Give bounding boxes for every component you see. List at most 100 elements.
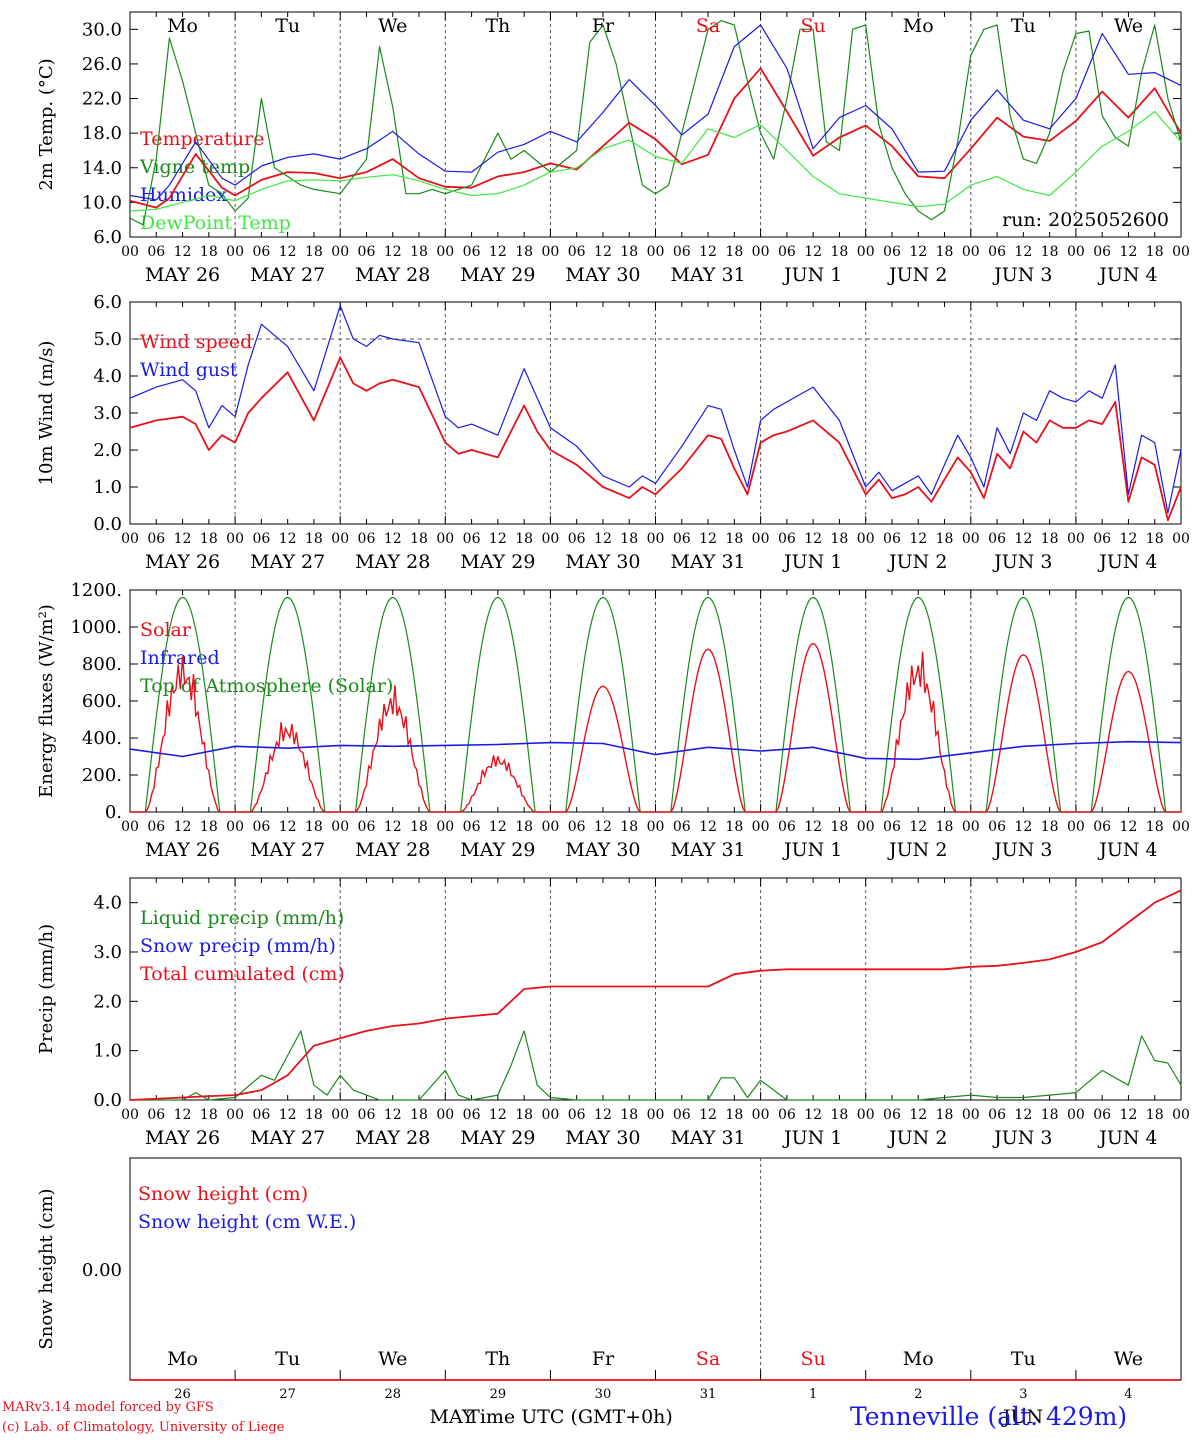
x-hour-label: 18 [305, 1107, 323, 1123]
legend-entry: Wind gust [140, 359, 238, 381]
legend-entry: Snow height (cm W.E.) [138, 1211, 356, 1233]
x-date-label: MAY 26 [145, 839, 220, 861]
x-hour-label: 00 [121, 244, 139, 260]
x-hour-label: 06 [463, 1107, 481, 1123]
legend-entry: Liquid precip (mm/h) [140, 907, 344, 929]
panel-1: 6.0 10.0 14.0 18.0 22.0 26.0 30.0 2m Temp. (°C)… [36, 11, 1190, 286]
x-date-label: MAY 30 [565, 264, 640, 286]
day-name-label: We [1114, 15, 1143, 37]
x-hour-label: 06 [147, 819, 165, 835]
x-hour-label: 06 [147, 244, 165, 260]
x-hour-label: 18 [620, 244, 638, 260]
x-date-label: MAY 30 [565, 1127, 640, 1149]
x-hour-label: 00 [331, 1107, 349, 1123]
panel-5: 0.00 Snow height (cm) Snow height (cm) Snow… [36, 1157, 1182, 1381]
x-hour-label: 06 [1093, 1107, 1111, 1123]
x-hour-label: 18 [936, 1107, 954, 1123]
y-tick-label: 14.0 [82, 158, 122, 179]
x-hour-label: 06 [778, 1107, 796, 1123]
x-hour-label: 12 [489, 1107, 507, 1123]
x-hour-label: 12 [1014, 531, 1032, 547]
legend-entry: DewPoint Temp [140, 212, 291, 234]
x-hour-label: 06 [358, 819, 376, 835]
x-hour-label: 06 [778, 531, 796, 547]
x-hour-label: 18 [410, 1107, 428, 1123]
x-hour-label: 00 [857, 1107, 875, 1123]
solar-line [130, 642, 1181, 813]
y-axis-label: 10m Wind (m/s) [36, 341, 57, 486]
y-axis-label: Precip (mm/h) [36, 924, 57, 1054]
x-hour-label: 18 [936, 244, 954, 260]
series-line [130, 1030, 1182, 1101]
x-date-label: MAY 29 [460, 551, 535, 573]
x-date-label: MAY 27 [250, 264, 325, 286]
x-hour-label: 00 [121, 1107, 139, 1123]
x-hour-label: 00 [1172, 244, 1190, 260]
x-hour-label: 12 [174, 531, 192, 547]
series-line [129, 110, 1182, 212]
x-hour-label: 00 [857, 244, 875, 260]
x-date-label: MAY 29 [460, 839, 535, 861]
x-hour-label: 12 [804, 819, 822, 835]
x-hour-label: 00 [962, 531, 980, 547]
x-date-label: MAY 26 [145, 264, 220, 286]
x-hour-label: 12 [699, 531, 717, 547]
x-hour-label: 00 [541, 1107, 559, 1123]
x-hour-label: 00 [226, 531, 244, 547]
run-label: run: 2025052600 [1002, 209, 1169, 231]
y-tick-label: 1.0 [93, 1041, 122, 1062]
x-hour-label: 06 [568, 819, 586, 835]
x-hour-label: 00 [857, 819, 875, 835]
x-hour-label: 00 [1067, 1107, 1085, 1123]
x-hour-label: 18 [200, 1107, 218, 1123]
legend-entry: Snow precip (mm/h) [140, 935, 336, 957]
x-hour-label: 00 [962, 1107, 980, 1123]
day-name-label: Mo [167, 15, 198, 37]
x-hour-label: 12 [594, 244, 612, 260]
x-hour-label: 06 [883, 531, 901, 547]
x-date-label: JUN 2 [887, 1127, 947, 1149]
x-hour-label: 12 [804, 244, 822, 260]
x-hour-label: 18 [725, 244, 743, 260]
x-hour-label: 00 [752, 1107, 770, 1123]
series-line [129, 20, 1182, 226]
x-date-label: JUN 3 [992, 264, 1052, 286]
x-hour-label: 06 [883, 819, 901, 835]
x-hour-label: 12 [1120, 531, 1138, 547]
x-hour-label: 00 [436, 1107, 454, 1123]
x-hour-label: 06 [1093, 531, 1111, 547]
x-hour-label: 12 [174, 244, 192, 260]
day-name-label: Fr [592, 1348, 615, 1370]
x-hour-label: 06 [673, 244, 691, 260]
y-tick-label: 200. [82, 765, 122, 786]
x-date-label: MAY 27 [250, 551, 325, 573]
y-tick-label: 5.0 [93, 329, 122, 350]
day-name-label: Su [801, 1348, 826, 1370]
x-hour-label: 18 [620, 819, 638, 835]
legend-entry: Vigne temp [139, 156, 250, 178]
x-hour-label: 00 [752, 244, 770, 260]
x-hour-label: 18 [200, 531, 218, 547]
y-axis-label: Snow height (cm) [36, 1188, 57, 1349]
x-date-label: JUN 3 [992, 1127, 1052, 1149]
series-line [129, 356, 1182, 522]
x-hour-label: 18 [200, 819, 218, 835]
x-hour-label: 00 [1172, 819, 1190, 835]
x-hour-label: 00 [436, 819, 454, 835]
day-name-label: Mo [903, 15, 934, 37]
x-hour-label: 18 [410, 244, 428, 260]
x-hour-label: 00 [1067, 819, 1085, 835]
x-hour-label: 18 [1041, 244, 1059, 260]
x-hour-label: 12 [384, 1107, 402, 1123]
x-hour-label: 18 [725, 819, 743, 835]
x-hour-label: 06 [988, 244, 1006, 260]
x-hour-label: 00 [541, 531, 559, 547]
day-name-label: Tu [1011, 15, 1036, 37]
x-hour-label: 00 [857, 531, 875, 547]
day-name-label: We [378, 15, 407, 37]
x-hour-label: 18 [1146, 1107, 1164, 1123]
x-hour-label: 00 [541, 244, 559, 260]
x-hour-label: 06 [568, 531, 586, 547]
month-label-right: JUN [1001, 1406, 1043, 1428]
